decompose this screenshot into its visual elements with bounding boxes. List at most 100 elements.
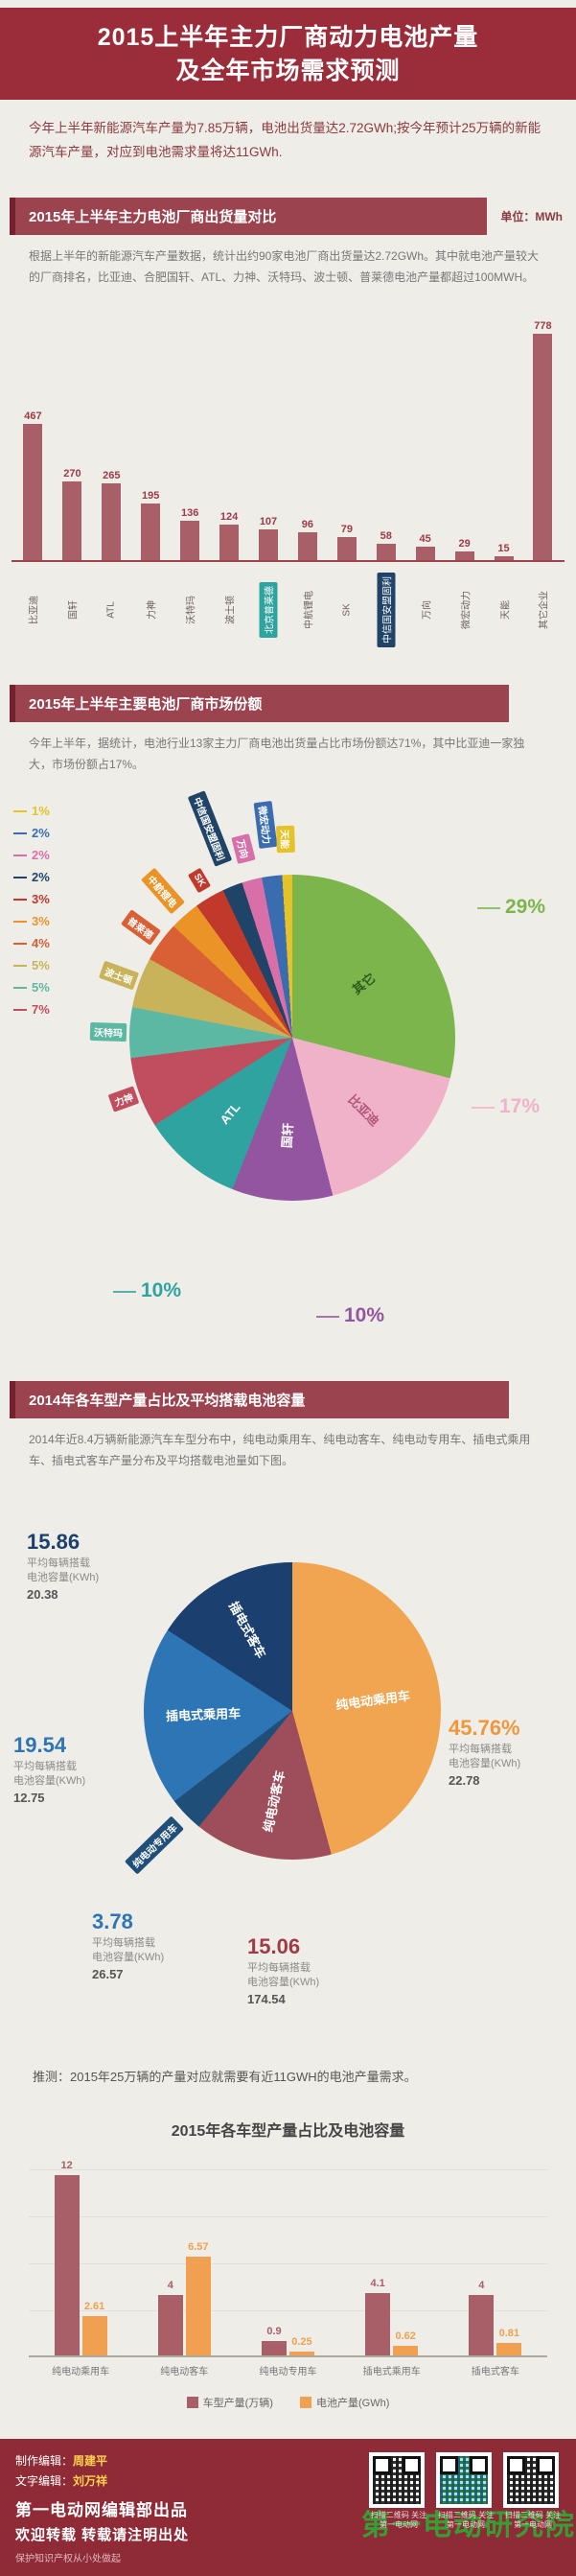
bar-column: 96 <box>288 519 327 561</box>
section-header-vehicle2014: 2014年各车型产量占比及平均搭载电池容量 <box>10 1381 509 1419</box>
leader-line <box>13 898 27 901</box>
legend-swatch <box>299 2396 311 2408</box>
section-title-share: 2015年上半年主要电池厂商市场份额 <box>10 685 509 723</box>
unit-label: 单位：MWh <box>500 209 563 223</box>
pie-slice-label: 力神 <box>107 1085 140 1112</box>
bar <box>454 551 474 561</box>
vehicle2015-chart-title: 2015年各车型产量占比及电池容量 <box>171 2122 405 2140</box>
section-title-vehicle2014: 2014年各车型产量占比及平均搭载电池容量 <box>10 1381 509 1419</box>
bar-value: 265 <box>103 469 121 481</box>
ipr-notice: 保护知识产权从小处做起 <box>15 2553 121 2564</box>
stat-label: 平均每辆搭载 电池容量(KWh) <box>449 1743 571 1773</box>
page-title-line2: 及全年市场需求预测 <box>175 58 401 84</box>
bar-value: 195 <box>142 489 160 502</box>
vehicle2014-description: 2014年近8.4万辆新能源汽车车型分布中，纯电动乘用车、纯电动客车、纯电动专用… <box>29 1433 531 1467</box>
pie-slice-label: 纯电动客车 <box>261 1768 288 1834</box>
bar <box>376 543 396 561</box>
bar <box>415 547 435 561</box>
leader-line <box>13 1008 27 1011</box>
bar-group: 4 0.81 <box>469 2280 522 2355</box>
bar-label-slot: 波士顿 <box>210 562 249 658</box>
bar: 0.62 <box>393 2330 419 2355</box>
pie-slice-label: 波士顿 <box>99 960 140 991</box>
leader-line <box>13 831 27 834</box>
credit-name: 刘万祥 <box>73 2473 108 2488</box>
stat-ev-special: 3.78 平均每辆搭载 电池容量(KWh) 26.57 <box>92 1909 215 1982</box>
percent-callout-large: 10% <box>113 1279 181 1302</box>
bar <box>336 537 357 561</box>
percent-label: 2% <box>32 870 50 885</box>
bar-column: 265 <box>92 469 131 561</box>
bar-value: 12 <box>60 2159 73 2171</box>
bar-label-slot: 力神 <box>131 562 171 658</box>
bar-category-label: 天能 <box>500 600 512 621</box>
pie-slice-label: ATL <box>217 1099 243 1128</box>
bar-label-slot: 沃特玛 <box>171 562 210 658</box>
qr-code-block: 扫描二维码 关注第一电动网 <box>503 2451 563 2532</box>
leader-line <box>13 809 27 812</box>
bar <box>23 424 43 561</box>
bar-column: 45 <box>405 533 445 561</box>
bar-value: 467 <box>24 410 42 423</box>
bar-category-label: 中航锂电 <box>304 591 315 630</box>
stat-percent: 15.86 <box>27 1529 81 1554</box>
category-label: 纯电动客车 <box>160 2366 209 2377</box>
market-share-pie: 其它 比亚迪 国轩 ATL 力神 沃特玛 波士顿 普莱德 中航锂电 SK 中信国安盟固利 万向 微宏动力… <box>89 790 455 1202</box>
bar-category-label: 中信国安盟固利 <box>377 573 396 648</box>
bar-column: 107 <box>249 516 288 561</box>
qr-pattern <box>440 2455 488 2504</box>
bar: 0.9 <box>261 2326 287 2355</box>
shipment-description: 根据上半年的新能源汽车产量数据，统计出约90家电池厂商出货量达2.72GWh。其… <box>29 248 540 284</box>
bar-value: 6.57 <box>188 2240 209 2253</box>
legend-item: 车型产量(万辆) <box>186 2395 273 2410</box>
bar <box>62 481 82 561</box>
qr-code-image <box>369 2451 425 2508</box>
percent-callout: 5% <box>13 980 50 995</box>
bar-column: 467 <box>13 410 53 561</box>
stat-label-line1: 平均每辆搭载 <box>449 1743 512 1755</box>
section-header-shipment: 2015年上半年主力电池厂商出货量对比 单位：MWh <box>10 197 576 235</box>
leader-line <box>13 876 27 878</box>
percent-label: 4% <box>32 936 50 951</box>
shipment-bar-chart: 467 270 265 195 136 124 107 96 79 58 45 29 15 778 比亚迪… <box>0 292 576 658</box>
stat-percent: 45.76% <box>449 1715 520 1740</box>
bar-label-slot: SK <box>327 562 366 658</box>
category-label: 纯电动专用车 <box>259 2366 317 2377</box>
footer: 制作编辑：周建平 文字编辑：刘万祥 第一电动网编辑部出品 欢迎转载 转载请注明出… <box>0 2438 576 2576</box>
bar-category-label: 微宏动力 <box>461 591 472 630</box>
percent-callout-large: 10% <box>316 1304 384 1327</box>
bar-group: 12 2.61 <box>54 2160 107 2355</box>
qr-pattern <box>507 2455 555 2504</box>
stat-plugin-passenger: 19.54 平均每辆搭载 电池容量(KWh) 12.75 <box>13 1733 136 1806</box>
stat-percent: 15.06 <box>247 1933 301 1958</box>
pie-slice-label: SK <box>188 868 212 894</box>
bar-category-label: 北京普莱德 <box>259 582 278 639</box>
bar-group: 0.9 0.25 <box>261 2326 314 2355</box>
stat-label: 平均每辆搭载 电池容量(KWh) <box>247 1961 370 1992</box>
bar <box>494 555 514 561</box>
percent-callout: 2% <box>13 870 50 884</box>
bar-value: 96 <box>301 519 314 531</box>
bar-series: 467 270 265 195 136 124 107 96 79 58 45 29 15 778 <box>12 311 564 563</box>
bar-label-slot: 微宏动力 <box>445 562 484 658</box>
stat-capacity: 20.38 <box>27 1587 58 1603</box>
bar-value: 4.1 <box>370 2278 385 2290</box>
bar <box>102 482 122 561</box>
bar-category-label: 沃特玛 <box>186 596 197 625</box>
stat-label-line1: 平均每辆搭载 <box>13 1760 77 1772</box>
bar-group: 4.1 0.62 <box>365 2278 419 2355</box>
bar-column: 79 <box>327 524 366 561</box>
qr-code-row: 扫描二维码 关注第一电动网 扫描二维码 关注第一电动网 扫描二维码 关注第一电动网 <box>369 2451 563 2564</box>
vehicle-mix-pie: 纯电动乘用车 纯电动客车 纯电动专用车 插电式乘用车 插电式客车 <box>124 1561 441 1875</box>
percent-callout: 4% <box>13 936 50 950</box>
forecast-note: 推测：2015年25万辆的产量对应就需要有近11GWH的电池产量需求。 <box>33 2069 417 2084</box>
bar-column: 778 <box>523 320 563 561</box>
percent-callout: 3% <box>13 892 50 906</box>
bar: 2.61 <box>81 2301 107 2355</box>
bar-column: 58 <box>366 530 405 561</box>
legend-label: 车型产量(万辆) <box>202 2397 273 2409</box>
page-title-line1: 2015上半年主力厂商动力电池产量 <box>97 24 479 51</box>
bar-value: 2.61 <box>83 2300 105 2312</box>
percent-callout-large: 17% <box>472 1095 540 1118</box>
